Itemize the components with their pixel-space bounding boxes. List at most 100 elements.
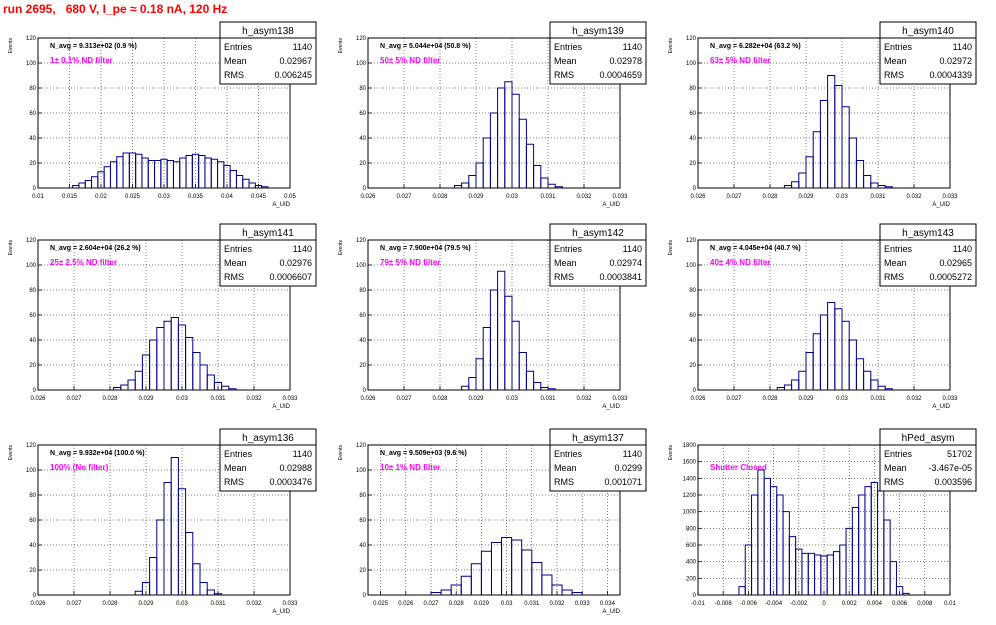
y-tick-label: 0 [363, 388, 367, 394]
histogram-bar [172, 161, 181, 188]
histogram-bar [489, 112, 499, 188]
y-tick-label: 60 [29, 313, 36, 319]
y-tick-label: 400 [686, 560, 697, 566]
x-tick-label: 0.034 [600, 601, 616, 607]
x-tick-label: 0.032 [906, 396, 922, 402]
histogram-bar [134, 370, 143, 390]
histogram-bar [134, 590, 143, 595]
stats-rms-label: RMS [554, 477, 574, 487]
stats-entries-value: 51702 [947, 449, 972, 459]
filter-label: 10± 1% ND filter [380, 463, 440, 472]
x-tick-label: 0.029 [798, 396, 814, 402]
y-tick-label: 20 [29, 363, 36, 369]
y-tick-label: 60 [689, 313, 696, 319]
histogram-bar [525, 370, 535, 390]
x-tick-label: 0.028 [102, 601, 118, 607]
histogram-bar [518, 352, 527, 390]
navg-label: N_avg = 4.045e+04 (40.7 %) [710, 245, 801, 252]
x-tick-label: 0.031 [870, 194, 886, 200]
histogram-bar [547, 183, 556, 188]
y-tick-label: 20 [689, 161, 696, 167]
x-tick-label: 0.03 [176, 601, 188, 607]
stats-entries-label: Entries [554, 42, 583, 52]
histogram-bar [858, 494, 866, 595]
x-tick-label: -0.004 [765, 601, 783, 607]
x-tick-label: 0.029 [468, 194, 484, 200]
y-axis-label: Events [8, 38, 14, 54]
histogram-bar [848, 339, 857, 390]
stats-rms-value: 0.0004339 [929, 70, 972, 80]
stats-mean-label: Mean [554, 258, 577, 268]
histogram-bar [533, 165, 542, 188]
y-tick-label: 0 [693, 593, 697, 599]
y-tick-label: 0 [33, 186, 37, 192]
histogram-bar [554, 186, 563, 188]
histogram-bar [482, 137, 491, 188]
y-tick-label: 120 [356, 36, 367, 42]
stats-box [549, 428, 647, 492]
histogram-bar [807, 552, 816, 595]
histogram-bar [889, 561, 897, 595]
x-tick-label: 0.032 [549, 601, 565, 607]
y-tick-label: 0 [363, 593, 367, 599]
stats-box [219, 428, 317, 492]
x-axis-label: A_UID [272, 609, 290, 615]
stats-mean-value: 0.02972 [939, 56, 972, 66]
histogram-bar [163, 482, 172, 595]
histogram-bar [475, 162, 484, 188]
histogram-bar [228, 388, 237, 390]
x-tick-label: 0.004 [867, 601, 883, 607]
y-tick-label: 80 [689, 288, 696, 294]
histogram-bar [127, 379, 136, 390]
histogram-bar [163, 320, 172, 390]
stats-entries-label: Entries [224, 244, 253, 254]
x-tick-label: 0.033 [575, 601, 591, 607]
histogram-bar [801, 552, 809, 595]
histogram-bar [525, 143, 535, 188]
y-tick-label: 20 [689, 363, 696, 369]
y-tick-label: 1800 [683, 443, 697, 449]
stats-entries-value: 1140 [293, 449, 312, 459]
y-tick-label: 40 [689, 338, 696, 344]
histogram-bar [149, 557, 158, 595]
x-tick-label: 0.029 [138, 396, 154, 402]
x-tick-label: -0.002 [790, 601, 808, 607]
x-tick-label: 0.045 [251, 194, 267, 200]
histogram-bar [199, 364, 208, 390]
x-tick-label: 0.031 [210, 396, 226, 402]
histogram-bar [235, 175, 244, 188]
histogram-bar [135, 153, 143, 188]
stats-mean-label: Mean [224, 463, 247, 473]
histogram-panel: 0.026 0.027 0.028 0.029 0.03 0.031 0.032 0.033 0… [338, 21, 647, 208]
navg-label: N_avg = 9.509e+03 (9.6 %) [380, 450, 467, 457]
y-tick-label: 120 [356, 238, 367, 244]
x-tick-label: -0.006 [740, 601, 758, 607]
stats-box [549, 21, 647, 85]
histogram-bar [120, 384, 129, 390]
y-tick-label: 1200 [683, 493, 697, 499]
y-tick-label: 60 [689, 111, 696, 117]
y-tick-label: 200 [686, 576, 697, 582]
histogram-bar [497, 270, 506, 390]
histogram-bar [521, 549, 533, 595]
stats-title: h_asym141 [242, 228, 294, 239]
histogram-bar [757, 469, 765, 595]
stats-box [879, 428, 977, 492]
x-axis-label: A_UID [602, 202, 620, 208]
filter-label: Shutter Closed [710, 463, 767, 472]
stats-rms-label: RMS [884, 70, 904, 80]
x-tick-label: 0.029 [138, 601, 154, 607]
stats-entries-value: 1140 [293, 42, 312, 52]
histogram-bar [541, 574, 553, 595]
histogram-bar [490, 542, 503, 595]
y-tick-label: 40 [359, 136, 366, 142]
stats-box [879, 21, 977, 85]
y-axis-label: Events [8, 240, 14, 256]
x-tick-label: 0.027 [726, 396, 742, 402]
stats-rms-label: RMS [224, 70, 244, 80]
histogram-bar [156, 519, 165, 595]
histogram-bar [460, 575, 472, 595]
x-tick-label: -0.01 [691, 601, 705, 607]
stats-title: hPed_asym [902, 433, 955, 444]
x-tick-label: 0.025 [125, 194, 141, 200]
